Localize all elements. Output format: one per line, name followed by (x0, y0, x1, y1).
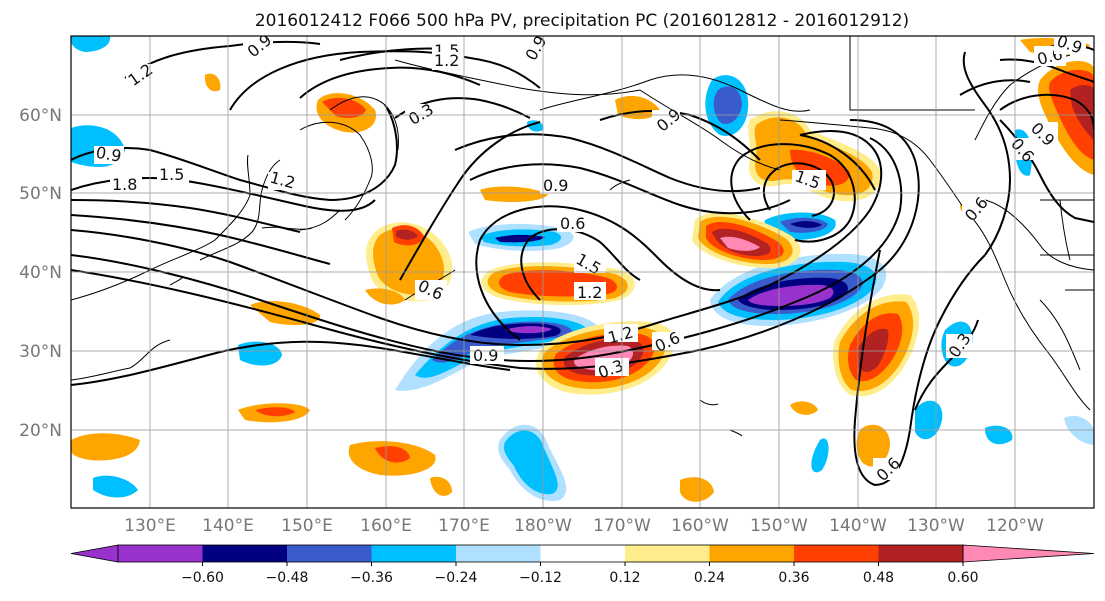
colorbar-cell (371, 545, 457, 562)
colorbar-tick-label: −0.48 (266, 570, 309, 586)
contour-label: 1.8 (112, 175, 137, 194)
lon-label: 140°W (829, 516, 887, 536)
colorbar-tick-label: −0.60 (181, 570, 224, 586)
latitude-labels: 60°N 50°N 40°N 30°N 20°N (19, 106, 62, 441)
lon-label: 150°E (281, 516, 333, 536)
colorbar: −0.60 −0.48 −0.36 −0.24 −0.12 0.12 0.24 0.36 0.4… (70, 544, 1095, 586)
colorbar-tick-label: −0.24 (435, 570, 478, 586)
contour-label: 0.6 (560, 214, 585, 233)
lon-label: 160°E (360, 516, 412, 536)
colorbar-tick-label: 0.12 (609, 570, 640, 586)
longitude-labels: 130°E 140°E 150°E 160°E 170°E 180°W 170°… (124, 516, 1044, 536)
contour-label: 0.9 (94, 143, 122, 166)
colorbar-tick-label: 0.24 (694, 570, 725, 586)
colorbar-tick-label: 0.60 (947, 570, 978, 586)
colorbar-cell (709, 545, 795, 562)
colorbar-cell (202, 545, 288, 562)
colorbar-tick-label: −0.36 (350, 570, 393, 586)
colorbar-ticks: −0.60 −0.48 −0.36 −0.24 −0.12 0.12 0.24 0.36 0.4… (181, 562, 979, 586)
colorbar-cell (118, 545, 203, 562)
figure-title: 2016012412 F066 500 hPa PV, precipitatio… (255, 11, 909, 31)
colorbar-extend-low (70, 544, 119, 563)
lat-label: 30°N (19, 342, 62, 362)
lon-label: 150°W (750, 516, 808, 536)
map-panel: 0.9 1.2 1.5 1.2 0.9 0.3 0.9 1.8 1.5 1.2 … (19, 35, 1095, 536)
lat-label: 60°N (19, 106, 62, 126)
lon-label: 170°W (593, 516, 651, 536)
lon-label: 160°W (671, 516, 729, 536)
lat-label: 40°N (19, 263, 62, 283)
colorbar-cell (287, 545, 372, 562)
colorbar-cell (625, 545, 710, 562)
lat-label: 20°N (19, 421, 62, 441)
lon-label: 130°W (907, 516, 965, 536)
colorbar-tick-label: 0.48 (863, 570, 894, 586)
colorbar-cell (878, 545, 964, 562)
lon-label: 170°E (438, 516, 490, 536)
contour-label: 1.2 (577, 283, 602, 302)
lon-label: 130°E (124, 516, 176, 536)
map-gridlines (71, 36, 1094, 508)
colorbar-cells (70, 544, 1095, 563)
colorbar-cell (456, 545, 541, 562)
lat-label: 50°N (19, 184, 62, 204)
lon-label: 180°W (514, 516, 572, 536)
contour-label: 1.5 (159, 165, 184, 184)
contour-label: 0.9 (543, 176, 568, 195)
colorbar-extend-high (962, 544, 1095, 563)
lon-label: 140°E (202, 516, 254, 536)
colorbar-cell (540, 545, 626, 562)
colorbar-tick-label: 0.36 (778, 570, 809, 586)
lon-label: 120°W (986, 516, 1044, 536)
contour-label: 0.9 (473, 346, 498, 365)
contour-label: 1.2 (434, 51, 459, 70)
colorbar-tick-label: −0.12 (519, 570, 562, 586)
colorbar-cell (794, 545, 879, 562)
map-frame (70, 35, 1095, 509)
